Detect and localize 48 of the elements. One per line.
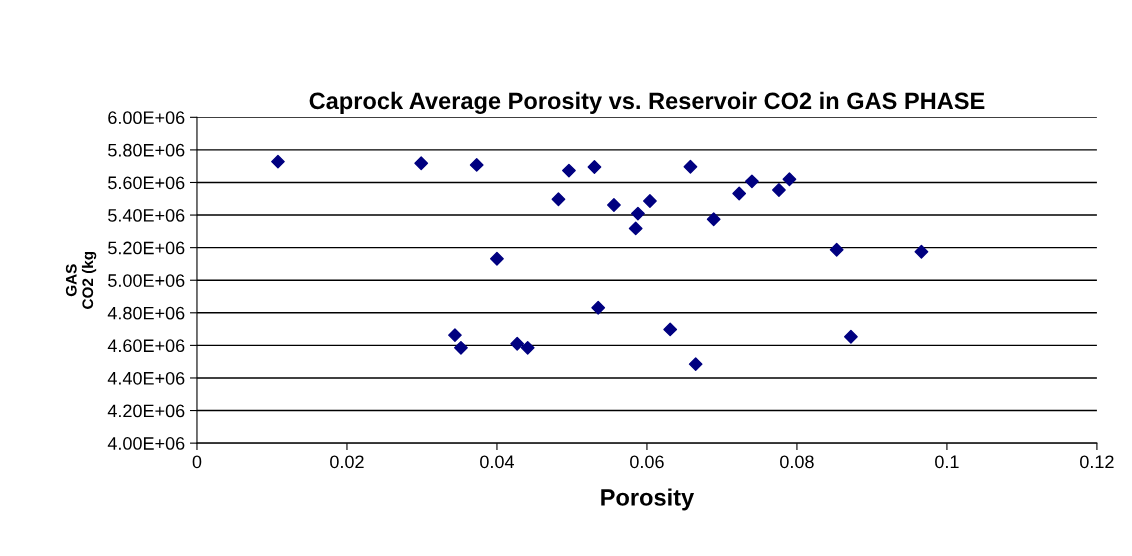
point [628,221,643,236]
y-tick-label: 4.00E+06 [107,437,185,450]
y-tick-label: 5.80E+06 [108,143,185,157]
point [562,163,576,178]
y-tick-label: 5.00E+06 [108,274,185,287]
x-tick-label: 0.12 [1080,455,1114,469]
point [469,157,484,172]
y-tick-label: 6.00E+06 [108,111,185,125]
y-tick-label: 5.60E+06 [108,176,185,190]
point [772,183,786,197]
point [782,172,797,187]
point [706,212,721,227]
chart-title: Caprock Average Porosity vs. Reservoir CO2 in GAS PHASE [309,91,985,114]
x-tick-label: 0.06 [630,455,664,469]
point [454,340,468,355]
point [591,300,606,315]
point [448,328,462,343]
x-axis-title: Porosity [601,488,695,511]
point [663,322,678,337]
point [607,198,621,212]
y-tick-label: 4.40E+06 [107,371,185,385]
point [829,242,844,257]
point [414,156,429,171]
x-tick-label: 0.08 [780,455,814,469]
x-tick-label: 0.04 [480,455,514,469]
y-tick-label: 5.40E+06 [108,209,185,222]
point [683,159,698,174]
y-tick-label: 4.60E+06 [107,339,185,353]
x-tick-label: 0.1 [935,455,959,469]
x-tick-label: 0.02 [330,455,364,469]
point [688,357,703,372]
point [631,206,645,221]
y-tick-label: 4.80E+06 [107,306,185,320]
point [643,194,657,208]
point [520,340,535,355]
point [510,336,525,351]
point [732,186,747,201]
y-tick-label: 5.20E+06 [108,241,185,255]
point [914,244,929,259]
y-tick-label: 4.20E+06 [107,404,185,418]
point [551,192,566,207]
point [745,174,759,189]
point [490,251,504,266]
point [844,329,858,344]
point [587,160,602,174]
x-tick-label: 0 [192,455,202,469]
y-axis-title: GAS CO2 (kg [65,251,97,309]
point [271,154,285,169]
